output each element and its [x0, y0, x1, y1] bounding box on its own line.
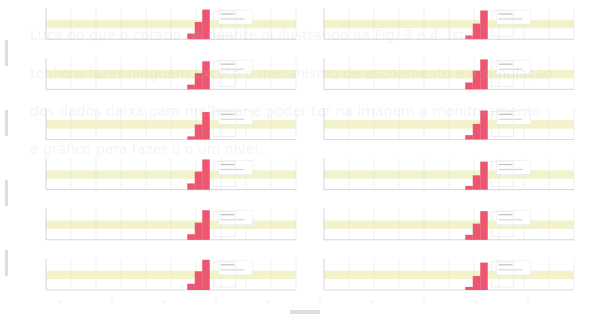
chart-panel [323, 158, 575, 191]
caption-line: Luca do que o cotatio da guante oi ilust… [30, 28, 473, 44]
bar [194, 124, 203, 140]
figure-caption-text: Luca do que o cotatio da guante oi ilust… [30, 28, 553, 158]
overlay-text-layer: Luca do que o cotatio da guante oi ilust… [30, 28, 553, 158]
chart-panel [323, 8, 575, 40]
bar [194, 271, 203, 290]
inset-frame [491, 110, 514, 137]
bar [465, 286, 473, 290]
inset-frame [213, 261, 236, 288]
bar [465, 185, 473, 190]
chart-panel [323, 108, 575, 140]
bar [472, 123, 481, 140]
inset-frame [491, 60, 514, 87]
bar [194, 22, 203, 40]
bar [480, 211, 488, 240]
bar [187, 183, 195, 190]
inset-frame [213, 10, 236, 37]
bar [465, 82, 473, 90]
chart-panel [45, 258, 297, 291]
bar [194, 222, 203, 240]
bar [202, 159, 210, 190]
bar [465, 234, 473, 240]
bar [187, 33, 195, 40]
inset-frame [491, 161, 514, 188]
bar [472, 275, 481, 290]
bar [202, 112, 210, 140]
bar [480, 161, 488, 190]
caption-line: e gráfico para fazer o o um nível. [30, 142, 263, 158]
chart-panel [45, 208, 297, 241]
inset-frame [213, 60, 236, 87]
inset-frame [213, 110, 236, 137]
chart-panel [45, 58, 297, 90]
chart-panel [323, 208, 575, 241]
bar [202, 259, 210, 290]
chart-panel [323, 258, 575, 291]
bar [480, 59, 488, 90]
inset-frame [491, 10, 514, 37]
bar [480, 110, 488, 140]
y-axis-label-block [5, 110, 8, 136]
bar [480, 10, 488, 40]
bar [480, 262, 488, 290]
chart-panel [45, 108, 297, 140]
inset-frame [491, 211, 514, 238]
bar [202, 61, 210, 90]
bar [202, 210, 210, 240]
bar [194, 73, 203, 90]
caption-line: tenho o fazer ninguém exceto o mecanismo… [30, 66, 553, 82]
bar [187, 234, 195, 240]
left-labels [5, 40, 8, 276]
y-axis-label-block [5, 40, 8, 66]
bar [472, 223, 481, 240]
bar [472, 70, 481, 90]
bottom-ticks [59, 300, 529, 314]
y-axis-label-block [5, 250, 8, 276]
bar [472, 175, 481, 190]
chart-panel [45, 158, 297, 191]
bar [194, 171, 203, 190]
bar [465, 135, 473, 140]
inset-frame [491, 261, 514, 288]
bar [202, 9, 210, 40]
y-axis-label-block [5, 180, 8, 206]
inset-frame [213, 161, 236, 188]
bar [472, 23, 481, 40]
bar [465, 35, 473, 40]
chart-panel [323, 58, 575, 90]
caption-line: dos dados deixa para melhorar e poder te… [30, 104, 541, 120]
panels-layer [5, 8, 575, 314]
bar [187, 84, 195, 90]
bar [187, 283, 195, 290]
bar [187, 136, 195, 140]
inset-frame [213, 211, 236, 238]
x-axis-label-block [290, 310, 320, 314]
chart-panel [45, 8, 297, 40]
